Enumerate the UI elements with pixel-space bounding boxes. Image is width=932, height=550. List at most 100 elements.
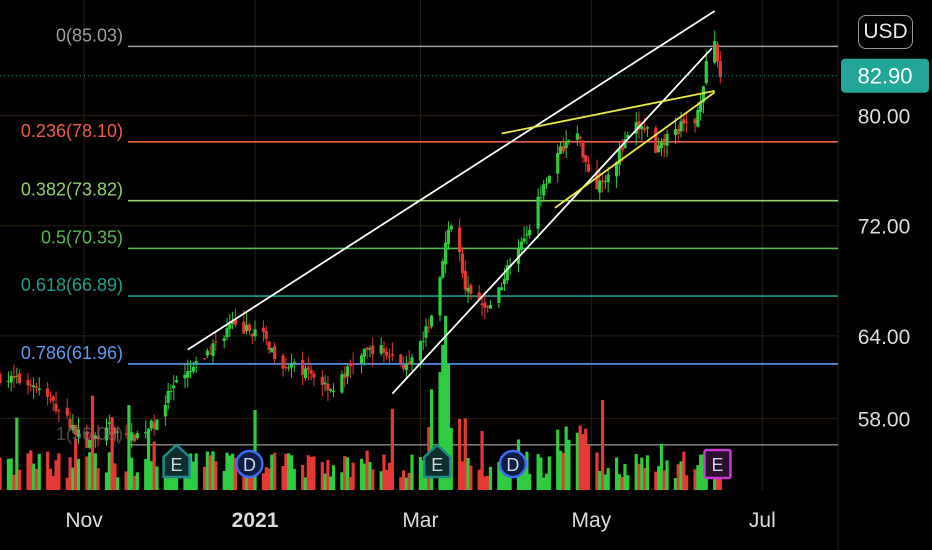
price-axis[interactable]: 80.00 72.00 64.00 58.00	[858, 106, 911, 432]
candle-body	[194, 361, 198, 365]
candle-body	[146, 428, 151, 433]
candle-body	[385, 351, 389, 356]
candle-body	[598, 180, 602, 193]
candle-body	[575, 133, 579, 140]
volume-bar	[466, 458, 470, 490]
time-axis-label[interactable]: Nov	[65, 509, 103, 532]
time-axis-label[interactable]: Mar	[402, 509, 438, 532]
trendline[interactable]	[501, 89, 715, 135]
volume-bar	[264, 467, 268, 490]
volume-bar	[696, 465, 700, 490]
candle-body	[18, 373, 22, 384]
candle-body	[626, 134, 630, 138]
volume-bar	[497, 461, 501, 490]
earnings-marker-icon[interactable]	[162, 443, 191, 479]
event-marker-label: E	[171, 455, 183, 475]
volume-bar	[679, 461, 683, 490]
volume-bar	[270, 454, 274, 490]
candle-body	[693, 119, 697, 124]
volume-bar	[267, 468, 271, 490]
volume-bar	[284, 453, 288, 490]
candle-body	[446, 229, 451, 245]
earnings-marker-icon[interactable]	[422, 443, 452, 479]
candle-body	[699, 101, 703, 113]
candle-body	[427, 327, 431, 329]
last-price-badge	[841, 58, 929, 93]
dividend-marker-icon[interactable]	[498, 449, 528, 479]
candle-body	[665, 133, 669, 146]
event-marker-earnings[interactable]: E	[162, 443, 191, 479]
volume-bar	[645, 455, 650, 490]
candle-body	[685, 121, 689, 123]
candle-body	[329, 389, 333, 391]
candle-body	[152, 422, 156, 429]
volume-bar	[676, 464, 680, 490]
volume-bar	[586, 444, 591, 490]
volume-bar	[654, 471, 658, 490]
trendline[interactable]	[554, 91, 716, 209]
candle-body	[418, 341, 423, 361]
volume-bar	[303, 477, 308, 490]
candle-body	[107, 422, 111, 425]
candle-body	[320, 376, 324, 385]
currency-button[interactable]: USD	[858, 15, 913, 49]
candle-body	[399, 354, 403, 364]
volume-bar	[214, 461, 218, 490]
candle-body	[34, 387, 39, 389]
volume-bar	[345, 457, 350, 490]
candle-body	[51, 396, 55, 401]
candle-body	[214, 341, 218, 343]
price-axis-tick[interactable]: 58.00	[858, 408, 911, 431]
candle-body	[301, 359, 305, 375]
volume-bar	[595, 452, 599, 490]
event-marker-dividend[interactable]: D	[235, 449, 264, 479]
price-axis-tick[interactable]: 80.00	[858, 106, 911, 129]
grid	[0, 0, 839, 550]
trendline[interactable]	[187, 10, 716, 351]
event-marker-earnings[interactable]: E	[422, 443, 452, 479]
volume-bar	[320, 462, 324, 490]
volume-bar	[71, 467, 75, 490]
volume-bar	[32, 463, 36, 490]
candle-body	[242, 321, 246, 334]
time-axis-label[interactable]: Jul	[749, 509, 776, 532]
event-marker-label: D	[243, 455, 256, 475]
earnings-marker-icon[interactable]	[703, 448, 732, 480]
volume-bar	[340, 472, 344, 490]
candle-body	[90, 437, 95, 439]
volume-bar	[657, 466, 661, 490]
volume-bar	[634, 454, 638, 490]
time-axis-label[interactable]: May	[572, 509, 612, 532]
event-marker-dividend[interactable]: D	[498, 449, 528, 479]
volume-bar	[600, 399, 605, 490]
candle-body	[149, 420, 153, 429]
candle-body	[231, 321, 235, 324]
candlesticks	[0, 30, 722, 450]
volume-bar	[662, 470, 666, 490]
time-axis-label[interactable]: 2021	[232, 509, 279, 532]
candle-body	[640, 125, 644, 130]
volume-bar	[191, 461, 195, 490]
volume-bar	[135, 472, 139, 490]
dividend-marker-icon[interactable]	[235, 449, 264, 479]
price-axis-tick[interactable]: 64.00	[858, 326, 911, 349]
event-marker-earnings[interactable]: E	[703, 448, 732, 480]
volume-bar	[116, 477, 120, 490]
volume-bar	[522, 463, 526, 490]
candle-body	[387, 356, 392, 358]
trendlines[interactable]	[187, 10, 716, 395]
time-axis[interactable]: Nov 2021 Mar May Jul	[65, 509, 775, 532]
volume-bar	[57, 453, 61, 490]
volume-bar	[567, 439, 571, 490]
volume-bar	[525, 451, 529, 490]
candle-body	[104, 427, 109, 441]
candle-body	[477, 292, 481, 301]
price-axis-tick[interactable]: 72.00	[858, 216, 911, 239]
volume-bar	[306, 455, 310, 490]
volume-bar	[371, 469, 375, 490]
candle-body	[26, 380, 30, 386]
candle-body	[522, 238, 526, 242]
trendline[interactable]	[391, 47, 713, 395]
